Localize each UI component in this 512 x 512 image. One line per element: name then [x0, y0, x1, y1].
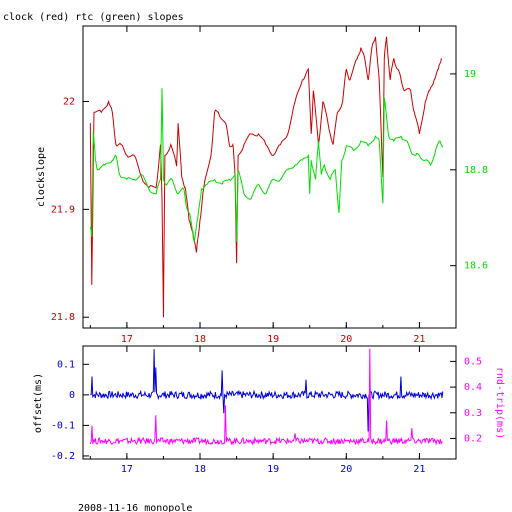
series-line-0-0: [89, 36, 442, 318]
figure-caption: 2008-11-16 monopole: [78, 503, 192, 512]
top-plot-frame: [82, 25, 457, 329]
y-tick-label-right: 19: [464, 69, 476, 80]
y-tick-label-left: 21.8: [51, 312, 75, 323]
series-line-0-1: [89, 88, 444, 242]
y-tick-label-right: 0.4: [464, 382, 482, 393]
y-tick-label-right: 18.8: [464, 165, 488, 176]
series-line-1-0: [90, 349, 444, 432]
y-tick-label-left: 21.9: [51, 204, 75, 215]
x-tick-label: 17: [121, 334, 133, 345]
bottom-labels: 17 18 19 20 21 -0.2 -0.1 0 0.1 0.2 0.3 0.4 0.5: [51, 356, 482, 475]
top-panel: 17 18 19 20 21 21.8 21.9 22 18.6 18.8 19 clockslop…: [36, 25, 488, 345]
top-left-axis-label: clockslope: [36, 147, 47, 207]
x-tick-label: 19: [267, 464, 279, 475]
x-tick-label: 21: [413, 334, 425, 345]
x-tick-label: 21: [413, 464, 425, 475]
top-labels: 17 18 19 20 21 21.8 21.9 22 18.6 18.8 19: [51, 69, 488, 345]
y-tick-label-left: 0: [69, 390, 75, 401]
y-tick-label-right: 0.3: [464, 408, 482, 419]
x-tick-label: 20: [340, 464, 352, 475]
x-tick-label: 17: [121, 464, 133, 475]
y-tick-label-right: 18.6: [464, 261, 488, 272]
x-tick-label: 18: [194, 464, 206, 475]
top-series-group: [89, 36, 444, 318]
bottom-left-axis-label: offset(ms): [33, 373, 44, 433]
series-line-1-1: [89, 348, 443, 446]
y-tick-label-right: 0.5: [464, 356, 482, 367]
bottom-series-group: [89, 348, 444, 446]
y-tick-label-left: 22: [63, 97, 75, 108]
y-tick-label-left: -0.1: [51, 420, 75, 431]
top-ticks: [83, 26, 457, 328]
x-tick-label: 18: [194, 334, 206, 345]
y-tick-label-left: 0.1: [57, 359, 75, 370]
bottom-right-axis-label: rnd-trip(ms): [494, 367, 505, 439]
bottom-panel: 17 18 19 20 21 -0.2 -0.1 0 0.1 0.2 0.3 0.4 0.5 offse…: [33, 345, 505, 475]
bottom-plot-frame: [82, 345, 457, 460]
y-tick-label-left: -0.2: [51, 451, 75, 462]
x-tick-label: 20: [340, 334, 352, 345]
y-tick-label-right: 0.2: [464, 433, 482, 444]
bottom-ticks: [83, 346, 457, 459]
x-tick-label: 19: [267, 334, 279, 345]
chart-title: clock (red) rtc (green) slopes: [3, 12, 184, 23]
